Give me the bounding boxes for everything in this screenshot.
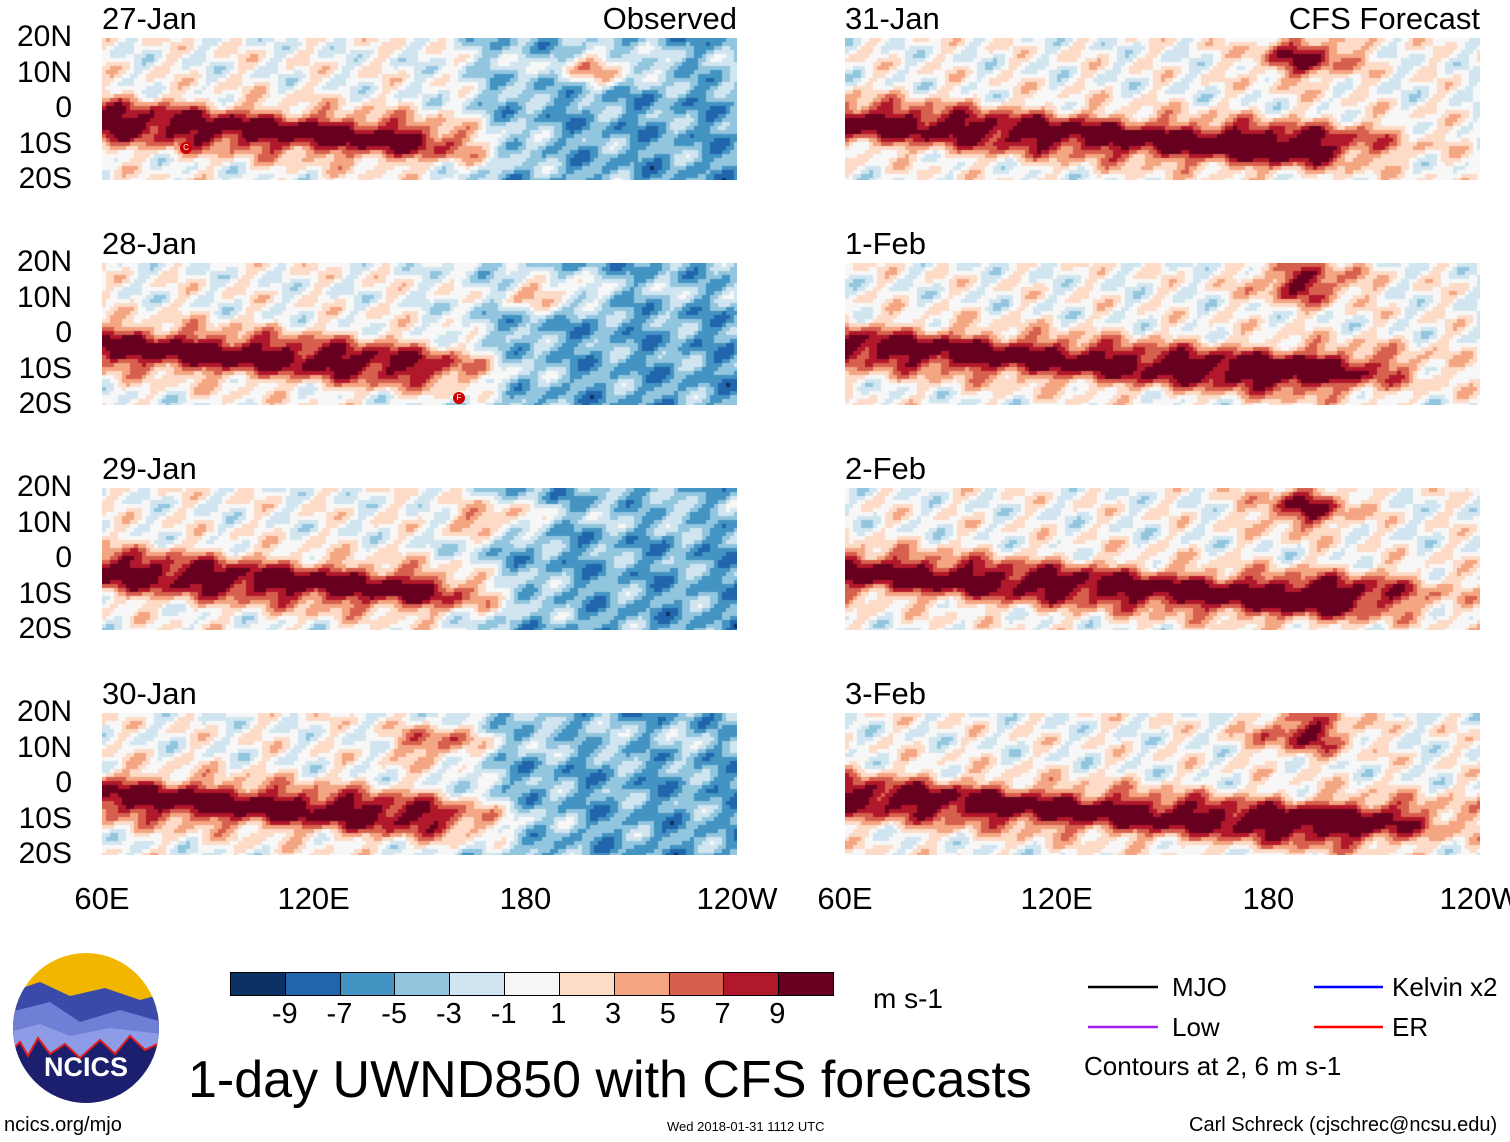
lat-label: 0 [55,541,72,574]
colorbar-swatch [779,973,833,995]
colorbar-tick-label: 9 [769,998,786,1030]
lat-label: 20S [18,837,72,870]
colorbar-swatch [395,973,451,995]
wind-anomaly-map [845,38,1480,180]
lat-label: 0 [55,766,72,799]
lat-label: 20S [18,387,72,420]
wind-anomaly-map [102,488,737,630]
lat-label: 20S [18,162,72,195]
colorbar-swatch [505,973,560,995]
lon-label: 120E [1020,881,1093,916]
wind-anomaly-map [102,713,737,855]
lat-label: 0 [55,91,72,124]
lat-label: 10S [18,576,72,610]
colorbar-tick-label: -5 [381,998,408,1030]
wind-anomaly-map [102,263,737,405]
lon-label: 60E [74,881,130,916]
panel-date: 31-Jan [845,1,940,36]
storm-marker: F [453,392,465,404]
lat-label: 20S [18,612,72,645]
wind-anomaly-map [845,488,1480,630]
colorbar-swatch [669,973,725,995]
lon-label: 120E [277,881,350,916]
lon-label: 60E [817,881,873,916]
colorbar-swatch [450,973,506,995]
lon-label: 120W [1439,881,1510,916]
panel-date: 1-Feb [845,226,926,261]
panel-date: 28-Jan [102,226,197,261]
colorbar-swatch [614,973,670,995]
panel-date: 29-Jan [102,451,197,486]
lat-label: 10N [16,505,72,539]
panel-source-label: CFS Forecast [1288,1,1480,36]
svg-text:NCICS: NCICS [44,1052,128,1082]
colorbar-tick-label: 7 [714,998,731,1030]
panel-date: 2-Feb [845,451,926,486]
colorbar [230,972,834,996]
panel-source-label: Observed [602,1,737,36]
lon-label: 120W [696,881,778,916]
lon-label: 180 [499,881,552,916]
storm-marker: C [180,142,192,154]
colorbar-swatch [231,973,286,995]
wind-anomaly-map [845,713,1480,855]
lat-label: 10S [18,351,72,385]
wind-anomaly-map [102,38,737,180]
colorbar-swatch [724,973,780,995]
colorbar-tick-label: -9 [271,998,298,1030]
legend-kelvin: Kelvin x2 [1392,972,1498,1002]
lat-label: 10S [18,801,72,835]
lat-label: 10N [16,730,72,764]
legend-lines [1088,985,1383,1029]
ncics-logo: NCICS [13,953,159,1103]
colorbar-tick-label: -3 [436,998,462,1030]
legend-low: Low [1172,1012,1220,1042]
panel-date: 3-Feb [845,676,926,711]
lat-label: 10S [18,126,72,160]
colorbar-tick-label: 3 [605,998,622,1030]
colorbar-units: m s-1 [873,983,943,1014]
colorbar-swatch [285,973,341,995]
panel-date: 30-Jan [102,676,197,711]
lat-label: 20N [16,245,72,278]
timestamp: Wed 2018-01-31 1112 UTC [667,1119,825,1134]
lat-label: 10N [16,280,72,314]
panel-date: 27-Jan [102,1,197,36]
lat-label: 0 [55,316,72,349]
legend-mjo: MJO [1172,972,1227,1002]
colorbar-tick-label: -1 [490,998,517,1030]
colorbar-tick-label: 1 [550,998,567,1030]
colorbar-tick-label: 5 [659,998,676,1030]
colorbar-swatch [340,973,396,995]
lat-label: 20N [16,470,72,503]
lat-label: 20N [16,20,72,53]
credit: Carl Schreck (cjschrec@ncsu.edu) [1189,1114,1498,1136]
lon-label: 180 [1242,881,1295,916]
ncics-link[interactable]: ncics.org/mjo [4,1114,122,1136]
legend-er: ER [1392,1012,1429,1042]
lat-label: 20N [16,695,72,728]
wind-anomaly-map [845,263,1480,405]
colorbar-tick-label: -7 [326,998,353,1030]
lat-label: 10N [16,55,72,89]
contour-note: Contours at 2, 6 m s-1 [1084,1051,1342,1081]
colorbar-swatch [559,973,615,995]
figure-title: 1-day UWND850 with CFS forecasts [188,1051,1032,1109]
